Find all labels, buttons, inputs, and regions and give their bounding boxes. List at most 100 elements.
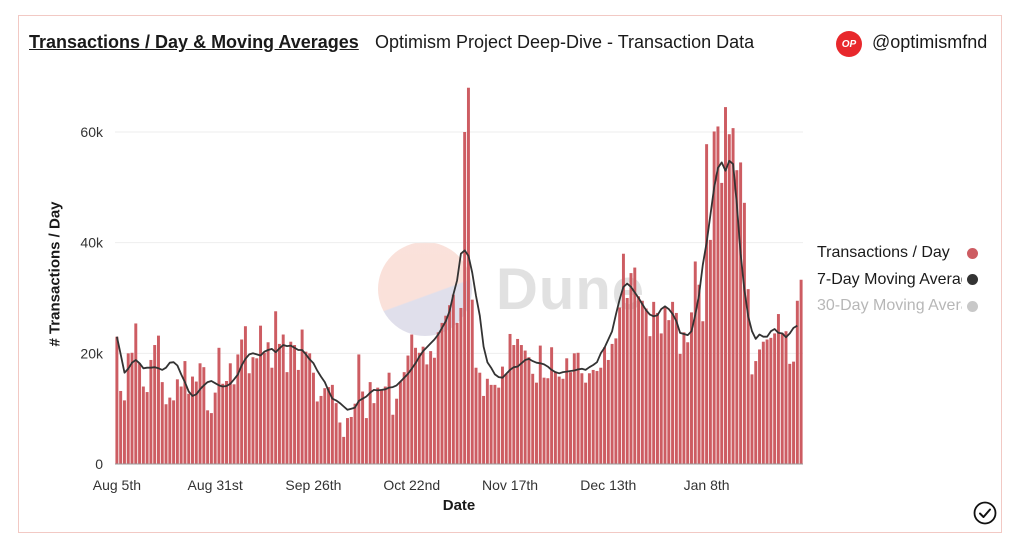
bar [629,273,633,464]
bar [735,170,739,464]
bar [232,384,236,464]
bar [262,352,266,464]
bar [444,315,448,464]
bar [391,414,395,464]
bar [792,361,796,464]
bar [432,357,436,464]
bar [285,372,289,464]
bar [380,389,383,464]
bar [686,342,690,464]
bar [584,382,588,464]
bar [311,372,315,464]
bar [327,387,331,464]
bar [580,373,584,464]
bar [334,403,338,464]
bar [315,401,319,464]
bar [187,393,191,464]
bar [780,332,784,464]
legend-label: Transactions / Day [817,244,950,262]
bar [149,359,153,464]
bar [500,366,504,464]
bar [519,345,523,464]
bar [516,338,520,464]
bar [754,361,758,464]
bar [538,345,542,464]
bar [145,392,149,464]
bar [122,400,126,464]
bar [535,382,538,464]
bar [523,350,527,464]
bar [115,336,119,464]
bar [372,403,376,464]
bar [599,367,603,464]
bar [228,363,232,464]
bar [701,321,705,464]
bar [463,132,467,464]
bar [319,395,323,464]
bar [448,305,452,464]
bar [126,353,130,464]
legend-swatch-icon [967,300,978,312]
bar [508,333,512,464]
dune-logo-icon [378,242,472,336]
bar [183,361,187,464]
bar [663,307,667,464]
bar [440,322,444,464]
y-tick-label: 60k [80,124,104,140]
bar [773,333,777,464]
bar [225,381,228,464]
bar [172,400,176,464]
bar [659,333,663,464]
bars-transactions-per-day [115,87,803,465]
bar [727,134,731,465]
legend-swatch-icon [967,274,978,286]
bar [209,413,213,464]
bar [504,373,508,464]
bar [402,372,406,464]
bar [206,410,210,464]
bar [346,418,349,464]
dune-watermark: Dune [378,242,644,338]
legend-item-30day-ma[interactable]: 30-Day Moving Average [817,293,982,320]
bar [470,299,474,464]
bar [550,347,554,464]
bar [243,326,247,464]
bar [247,373,251,464]
bar [134,323,138,464]
bar [610,343,614,464]
chart-title[interactable]: Transactions / Day & Moving Averages [29,32,359,52]
bar [281,334,285,464]
bar [368,382,372,464]
bar [164,404,168,464]
bar [395,398,399,464]
legend-item-transactions[interactable]: Transactions / Day [817,240,982,267]
bar [466,87,470,464]
bar [678,353,682,464]
x-tick-label: Oct 22nd [383,477,440,493]
bar [625,298,629,464]
check-circle-icon[interactable] [973,501,997,525]
bar [667,320,671,464]
bar [478,372,482,464]
bar [697,284,701,464]
bar [338,422,342,464]
bar [259,325,263,464]
bar [708,239,712,464]
bar [633,267,637,464]
op-logo-icon: OP [836,31,862,57]
chart-subtitle: Optimism Project Deep-Dive - Transaction… [375,32,755,52]
bar [652,301,656,464]
legend-label: 30-Day Moving Average [817,297,962,315]
bar [130,352,134,464]
bar [671,301,675,464]
bar [485,378,489,464]
bar [414,347,418,464]
legend-item-7day-ma[interactable]: 7-Day Moving Average [817,267,982,294]
bar [569,372,572,464]
bar [160,382,164,464]
x-tick-label: Sep 26th [285,477,341,493]
bar [202,367,206,464]
bar [289,341,293,464]
bar [489,384,493,464]
